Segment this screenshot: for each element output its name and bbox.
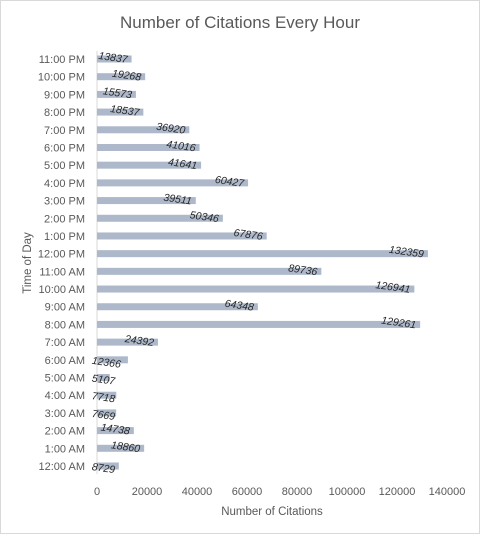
bar [97,320,421,328]
y-tick-label: 4:00 PM [44,178,85,190]
x-tick-label: 120000 [379,486,416,498]
data-label: 12366 [91,355,122,371]
bar [97,197,196,205]
bar [97,409,117,417]
bar [97,55,132,63]
y-tick-label: 8:00 AM [45,319,85,331]
x-tick-label: 20000 [132,486,163,498]
y-tick-label: 9:00 AM [45,302,85,314]
bar [97,356,128,364]
x-tick-label: 60000 [232,486,263,498]
data-label: 14738 [100,422,131,438]
bar [97,250,428,258]
y-tick-label: 4:00 AM [45,390,85,402]
y-tick-label: 6:00 AM [45,355,85,367]
data-label: 126941 [375,279,411,296]
y-tick-label: 12:00 AM [39,461,85,473]
bar [97,179,249,187]
data-label: 67876 [233,227,264,243]
data-label: 7718 [91,390,116,405]
data-label: 18860 [110,439,141,455]
bar [97,214,223,222]
bar [97,374,110,382]
bar [97,444,145,452]
y-tick-label: 6:00 PM [44,142,85,154]
bar [97,232,267,240]
data-label: 24392 [123,333,155,349]
bar [97,267,322,275]
bar [97,143,200,151]
bar [97,90,136,98]
y-tick-label: 9:00 PM [44,89,85,101]
x-tick-label: 100000 [329,486,366,498]
data-label: 18537 [109,103,141,119]
y-tick-label: 1:00 AM [45,443,85,455]
y-tick-label: 10:00 PM [38,72,85,84]
data-label: 129261 [380,315,416,332]
bar [97,427,134,435]
bar [97,126,190,134]
y-tick-label: 10:00 AM [39,284,85,296]
bar [97,161,202,169]
y-tick-label: 11:00 AM [39,266,85,278]
data-label: 13837 [98,50,130,66]
data-label: 19268 [111,68,142,84]
data-label: 50346 [189,209,220,225]
y-tick-label: 3:00 PM [44,196,85,208]
data-label: 39511 [163,192,193,208]
y-tick-label: 7:00 AM [45,337,85,349]
data-label: 41016 [166,138,197,154]
data-label: 41641 [167,156,198,172]
y-tick-label: 5:00 AM [45,373,85,385]
data-label: 132359 [388,244,425,261]
bar [97,108,144,116]
y-tick-label: 12:00 PM [38,249,85,261]
y-tick-label: 11:00 PM [39,54,85,66]
y-tick-label: 2:00 PM [44,213,85,225]
bar [97,303,258,311]
bar [97,462,119,470]
x-axis-title: Number of Citations [221,506,323,518]
data-label: 36920 [155,121,186,137]
data-label: 7669 [91,408,116,423]
y-tick-label: 7:00 PM [44,125,85,137]
bar [97,391,117,399]
chart-title: Number of Citations Every Hour [120,13,360,32]
x-tick-label: 40000 [182,486,213,498]
bar [97,338,158,346]
x-tick-label: 140000 [429,486,466,498]
bar [97,285,415,293]
y-tick-label: 5:00 PM [44,160,85,172]
data-label: 89736 [287,262,318,278]
y-tick-label: 8:00 PM [44,107,85,119]
y-axis-title: Time of Day [22,232,34,294]
x-tick-label: 80000 [282,486,313,498]
data-label: 15573 [102,85,133,101]
bar [97,73,146,81]
data-label: 60427 [214,174,246,190]
data-label: 8729 [91,461,116,476]
data-label: 5107 [91,373,117,388]
y-tick-label: 3:00 AM [45,408,85,420]
data-label: 64348 [224,298,255,314]
y-tick-label: 1:00 PM [44,231,85,243]
y-tick-label: 2:00 AM [45,426,85,438]
x-tick-label: 0 [94,486,100,498]
